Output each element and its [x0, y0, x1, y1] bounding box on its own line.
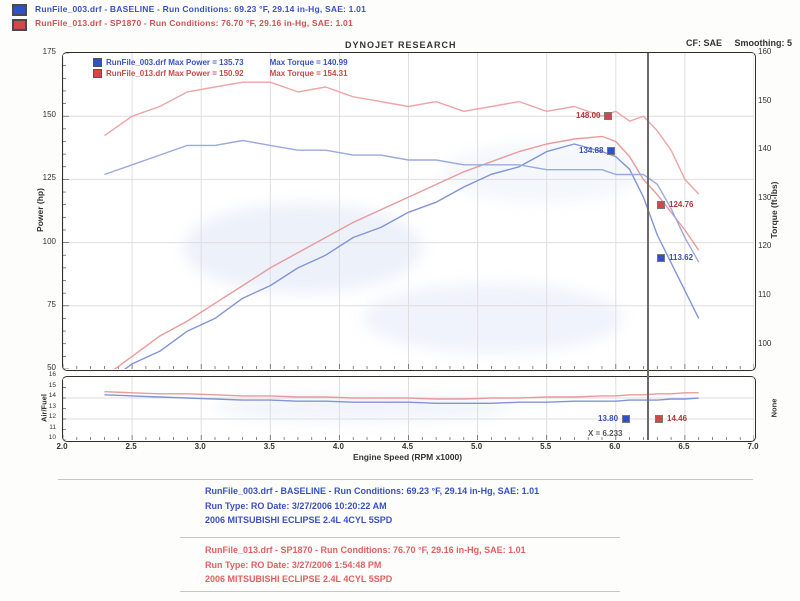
rpm-axis-ticks: 2.0 2.5 3.0 3.5 4.0 4.5 5.0 5.5 6.0 6.5 7.0 [56, 442, 758, 454]
legend-max-power-baseline: Max Power = 135.73 [168, 58, 244, 67]
power-torque-chart: RunFile_003.drf Max Power = 135.73 Max T… [62, 52, 756, 371]
tick-label: 100 [758, 338, 772, 348]
legend-row-sp1870: RunFile_013.drf Max Power = 150.92 Max T… [93, 69, 348, 78]
tick-label: 4.0 [332, 442, 344, 451]
correction-factor-label: CF: SAE [685, 38, 722, 48]
airfuel-axis-label: Air/Fuel [39, 394, 49, 422]
sp1870-run-swatch-icon [12, 19, 27, 31]
footer-line: RunFile_003.drf - BASELINE - Run Conditi… [205, 486, 540, 496]
chart-canvas [63, 53, 754, 369]
cursor-value-torque-baseline: 134.88 [579, 146, 616, 155]
legend-max-power-sp1870: Max Power = 150.92 [168, 69, 244, 78]
marker-blue-icon [622, 414, 631, 423]
legend-swatch-sp1870-icon [93, 69, 102, 78]
tick-label: 10 [48, 434, 56, 441]
footer-line: Run Type: RO Date: 3/27/2006 10:20:22 AM [205, 500, 387, 511]
legend-max-torque-baseline: Max Torque = 140.99 [269, 58, 348, 67]
legend-row-baseline: RunFile_003.drf Max Power = 135.73 Max T… [93, 58, 348, 67]
cursor-value-af-baseline: 13.80 [598, 414, 631, 423]
rpm-axis-title: Engine Speed (RPM x1000) [352, 452, 463, 462]
tick-label: 6.5 [678, 442, 690, 451]
smoothing-label: Smoothing: 5 [734, 38, 793, 48]
cursor-x-position: X = 6.233 [588, 429, 623, 438]
footer-line: Run Type: RO Date: 3/27/2006 1:54:48 PM [205, 559, 382, 570]
tick-label: 110 [758, 290, 771, 300]
cursor-value-af-sp1870: 14.46 [655, 414, 687, 423]
tick-label: 175 [42, 47, 56, 56]
cursor-value-power-baseline: 113.62 [657, 253, 693, 262]
legend-file-baseline: RunFile_003.drf [106, 58, 167, 67]
baseline-run-swatch-icon [12, 4, 27, 16]
divider [180, 591, 620, 592]
af-chart-canvas [63, 377, 754, 440]
legend-swatch-baseline-icon [93, 58, 102, 67]
tick-label: 125 [42, 173, 56, 183]
tick-label: 140 [758, 144, 772, 154]
tick-label: 2.0 [56, 442, 68, 451]
brand-title: DYNOJET RESEARCH [345, 40, 457, 50]
tick-label: 11 [49, 423, 56, 431]
tick-label: 75 [47, 299, 56, 309]
header-run-sp1870: RunFile_013.drf - SP1870 - Run Condition… [35, 18, 353, 28]
air-fuel-chart [62, 376, 756, 442]
marker-blue-icon [657, 253, 665, 262]
legend-max-torque-sp1870: Max Torque = 154.31 [269, 69, 348, 78]
divider [180, 537, 620, 538]
cursor-value-torque-sp1870: 148.00 [576, 111, 613, 120]
correction-settings: CF: SAE Smoothing: 5 [676, 38, 792, 48]
cursor-line[interactable] [647, 53, 649, 440]
power-axis-ticks: 175 150 125 100 75 50 [28, 47, 58, 372]
torque-axis-label: Torque (ft-lbs) [769, 181, 779, 239]
footer-baseline-details: RunFile_003.drf - BASELINE - Run Conditi… [205, 484, 539, 528]
footer-line: RunFile_013.drf - SP1870 - Run Condition… [205, 545, 526, 555]
tick-label: 120 [758, 241, 772, 251]
tick-label: 7.0 [747, 442, 759, 451]
footer-line: 2006 MITSUBISHI ECLIPSE 2.4L 4CYL 5SPD [205, 574, 393, 584]
marker-blue-icon [607, 146, 616, 155]
cursor-value-power-sp1870: 124.76 [657, 200, 693, 209]
power-axis-label: Power (hp) [35, 188, 45, 232]
tick-label: 6.0 [609, 442, 621, 451]
marker-red-icon [657, 200, 665, 209]
tick-label: 13 [48, 402, 56, 410]
tick-label: 50 [47, 363, 56, 372]
tick-label: 150 [42, 110, 56, 120]
tick-label: 150 [758, 95, 772, 105]
tick-label: 14 [48, 392, 56, 399]
header-run-baseline: RunFile_003.drf - BASELINE - Run Conditi… [35, 4, 366, 14]
tick-label: 160 [758, 47, 772, 56]
tick-label: 16 [48, 371, 56, 378]
tick-label: 3.5 [263, 442, 275, 451]
tick-label: 4.5 [401, 442, 414, 451]
tick-label: 15 [48, 381, 56, 389]
tick-label: 100 [42, 236, 56, 246]
torque-axis-ticks: 160 150 140 130 120 110 100 [758, 47, 794, 368]
legend-file-sp1870: RunFile_013.drf [106, 69, 167, 78]
tick-label: 5.5 [540, 442, 552, 451]
airfuel-axis-ticks: 16 15 14 13 12 11 10 [34, 371, 58, 441]
tick-label: 3.0 [194, 442, 206, 451]
tick-label: 12 [48, 413, 56, 420]
footer-sp1870-details: RunFile_013.drf - SP1870 - Run Condition… [205, 543, 526, 587]
chart-legend: RunFile_003.drf Max Power = 135.73 Max T… [93, 58, 348, 80]
tick-label: 2.5 [125, 442, 137, 451]
tick-label: 5.0 [471, 442, 483, 451]
tick-label: 130 [758, 192, 772, 202]
footer-line: 2006 MITSUBISHI ECLIPSE 2.4L 4CYL 5SPD [205, 515, 393, 525]
marker-red-icon [604, 111, 613, 120]
divider [58, 479, 753, 480]
marker-red-icon [655, 414, 663, 423]
airfuel-right-axis-label: None [769, 398, 779, 418]
